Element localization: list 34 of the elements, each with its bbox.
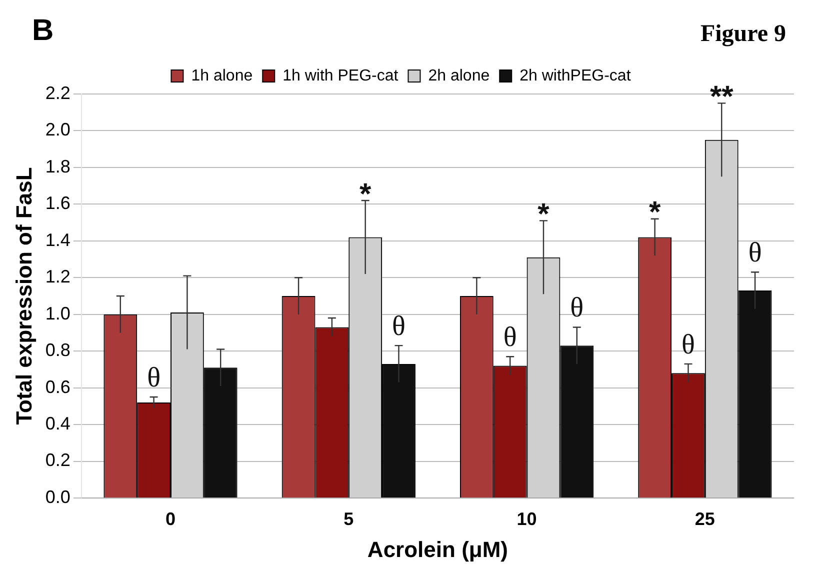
annotation: θ [682, 329, 695, 360]
y-tick-label: 0.2 [45, 450, 70, 470]
y-tick-label: 0.4 [45, 414, 70, 434]
x-tick-label: 25 [694, 508, 715, 529]
y-tick-label: 0.0 [45, 486, 70, 507]
annotation: * [648, 196, 661, 230]
y-tick-label: 0.8 [45, 340, 70, 360]
caption: Figure 9 [700, 21, 786, 48]
annotation: θ [748, 237, 762, 268]
y-tick-label: 2.0 [45, 120, 70, 140]
y-axis-title: Total expression of FasL [11, 167, 36, 425]
annotation: * [359, 178, 372, 211]
annotation: ** [710, 80, 734, 114]
y-tick-label: 0.6 [45, 376, 70, 397]
annotation: θ [570, 292, 584, 324]
annotation: θ [503, 322, 517, 353]
x-tick-label: 5 [344, 508, 354, 529]
y-tick-label: 1.6 [45, 193, 70, 214]
legend-label: 1h with PEG-cat [282, 67, 399, 84]
x-tick-label: 10 [516, 508, 537, 529]
annotation: θ [392, 310, 406, 342]
y-tick-label: 1.8 [45, 156, 70, 176]
x-axis-title: Acrolein (μM) [367, 536, 508, 562]
legend-label: 2h withPEG-cat [520, 67, 632, 84]
text: B [32, 14, 54, 48]
annotation: θ [147, 362, 161, 394]
y-tick-label: 2.2 [45, 82, 70, 103]
x-tick-label: 0 [165, 508, 176, 529]
y-tick-label: 1.4 [45, 230, 70, 250]
y-tick-label: 1.2 [45, 266, 70, 287]
y-tick-label: 1.0 [45, 303, 70, 324]
annotation: * [538, 198, 550, 231]
legend-label: 2h alone [428, 67, 490, 84]
legend-label: 1h alone [191, 67, 253, 84]
